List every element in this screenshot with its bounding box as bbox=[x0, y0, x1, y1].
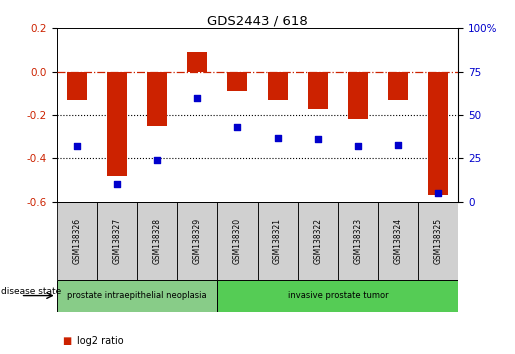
Point bbox=[233, 124, 242, 130]
Point bbox=[193, 95, 201, 101]
Text: ■: ■ bbox=[62, 336, 71, 346]
Point bbox=[394, 142, 402, 147]
Point bbox=[434, 190, 442, 196]
Bar bbox=[378, 202, 418, 280]
Bar bbox=[217, 202, 258, 280]
Bar bbox=[348, 72, 368, 119]
Text: GSM138320: GSM138320 bbox=[233, 218, 242, 264]
Text: prostate intraepithelial neoplasia: prostate intraepithelial neoplasia bbox=[67, 291, 207, 300]
Text: invasive prostate tumor: invasive prostate tumor bbox=[287, 291, 388, 300]
Bar bbox=[308, 72, 328, 109]
Point bbox=[113, 182, 121, 187]
Bar bbox=[177, 202, 217, 280]
Bar bbox=[418, 202, 458, 280]
Text: GSM138326: GSM138326 bbox=[72, 218, 81, 264]
Point bbox=[153, 157, 161, 163]
Bar bbox=[388, 72, 408, 100]
Point bbox=[273, 135, 282, 141]
Text: GSM138323: GSM138323 bbox=[353, 218, 363, 264]
Text: disease state: disease state bbox=[1, 287, 61, 296]
Text: GSM138324: GSM138324 bbox=[393, 218, 403, 264]
Text: log2 ratio: log2 ratio bbox=[77, 336, 124, 346]
Text: GSM138321: GSM138321 bbox=[273, 218, 282, 264]
Bar bbox=[107, 72, 127, 176]
Bar bbox=[338, 202, 378, 280]
Bar bbox=[187, 52, 208, 72]
Point bbox=[314, 137, 322, 142]
Bar bbox=[97, 202, 137, 280]
Title: GDS2443 / 618: GDS2443 / 618 bbox=[207, 14, 308, 27]
Bar bbox=[137, 202, 177, 280]
Text: GSM138328: GSM138328 bbox=[152, 218, 162, 264]
Bar bbox=[217, 280, 458, 312]
Bar bbox=[66, 72, 87, 100]
Text: GSM138325: GSM138325 bbox=[434, 218, 443, 264]
Bar bbox=[298, 202, 338, 280]
Bar bbox=[57, 280, 217, 312]
Text: GSM138329: GSM138329 bbox=[193, 218, 202, 264]
Point bbox=[73, 143, 81, 149]
Bar bbox=[258, 202, 298, 280]
Text: GSM138322: GSM138322 bbox=[313, 218, 322, 264]
Bar bbox=[228, 72, 248, 91]
Text: GSM138327: GSM138327 bbox=[112, 218, 122, 264]
Point bbox=[354, 143, 362, 149]
Bar bbox=[268, 72, 287, 100]
Bar bbox=[57, 202, 97, 280]
Bar bbox=[147, 72, 167, 126]
Bar bbox=[428, 72, 448, 195]
